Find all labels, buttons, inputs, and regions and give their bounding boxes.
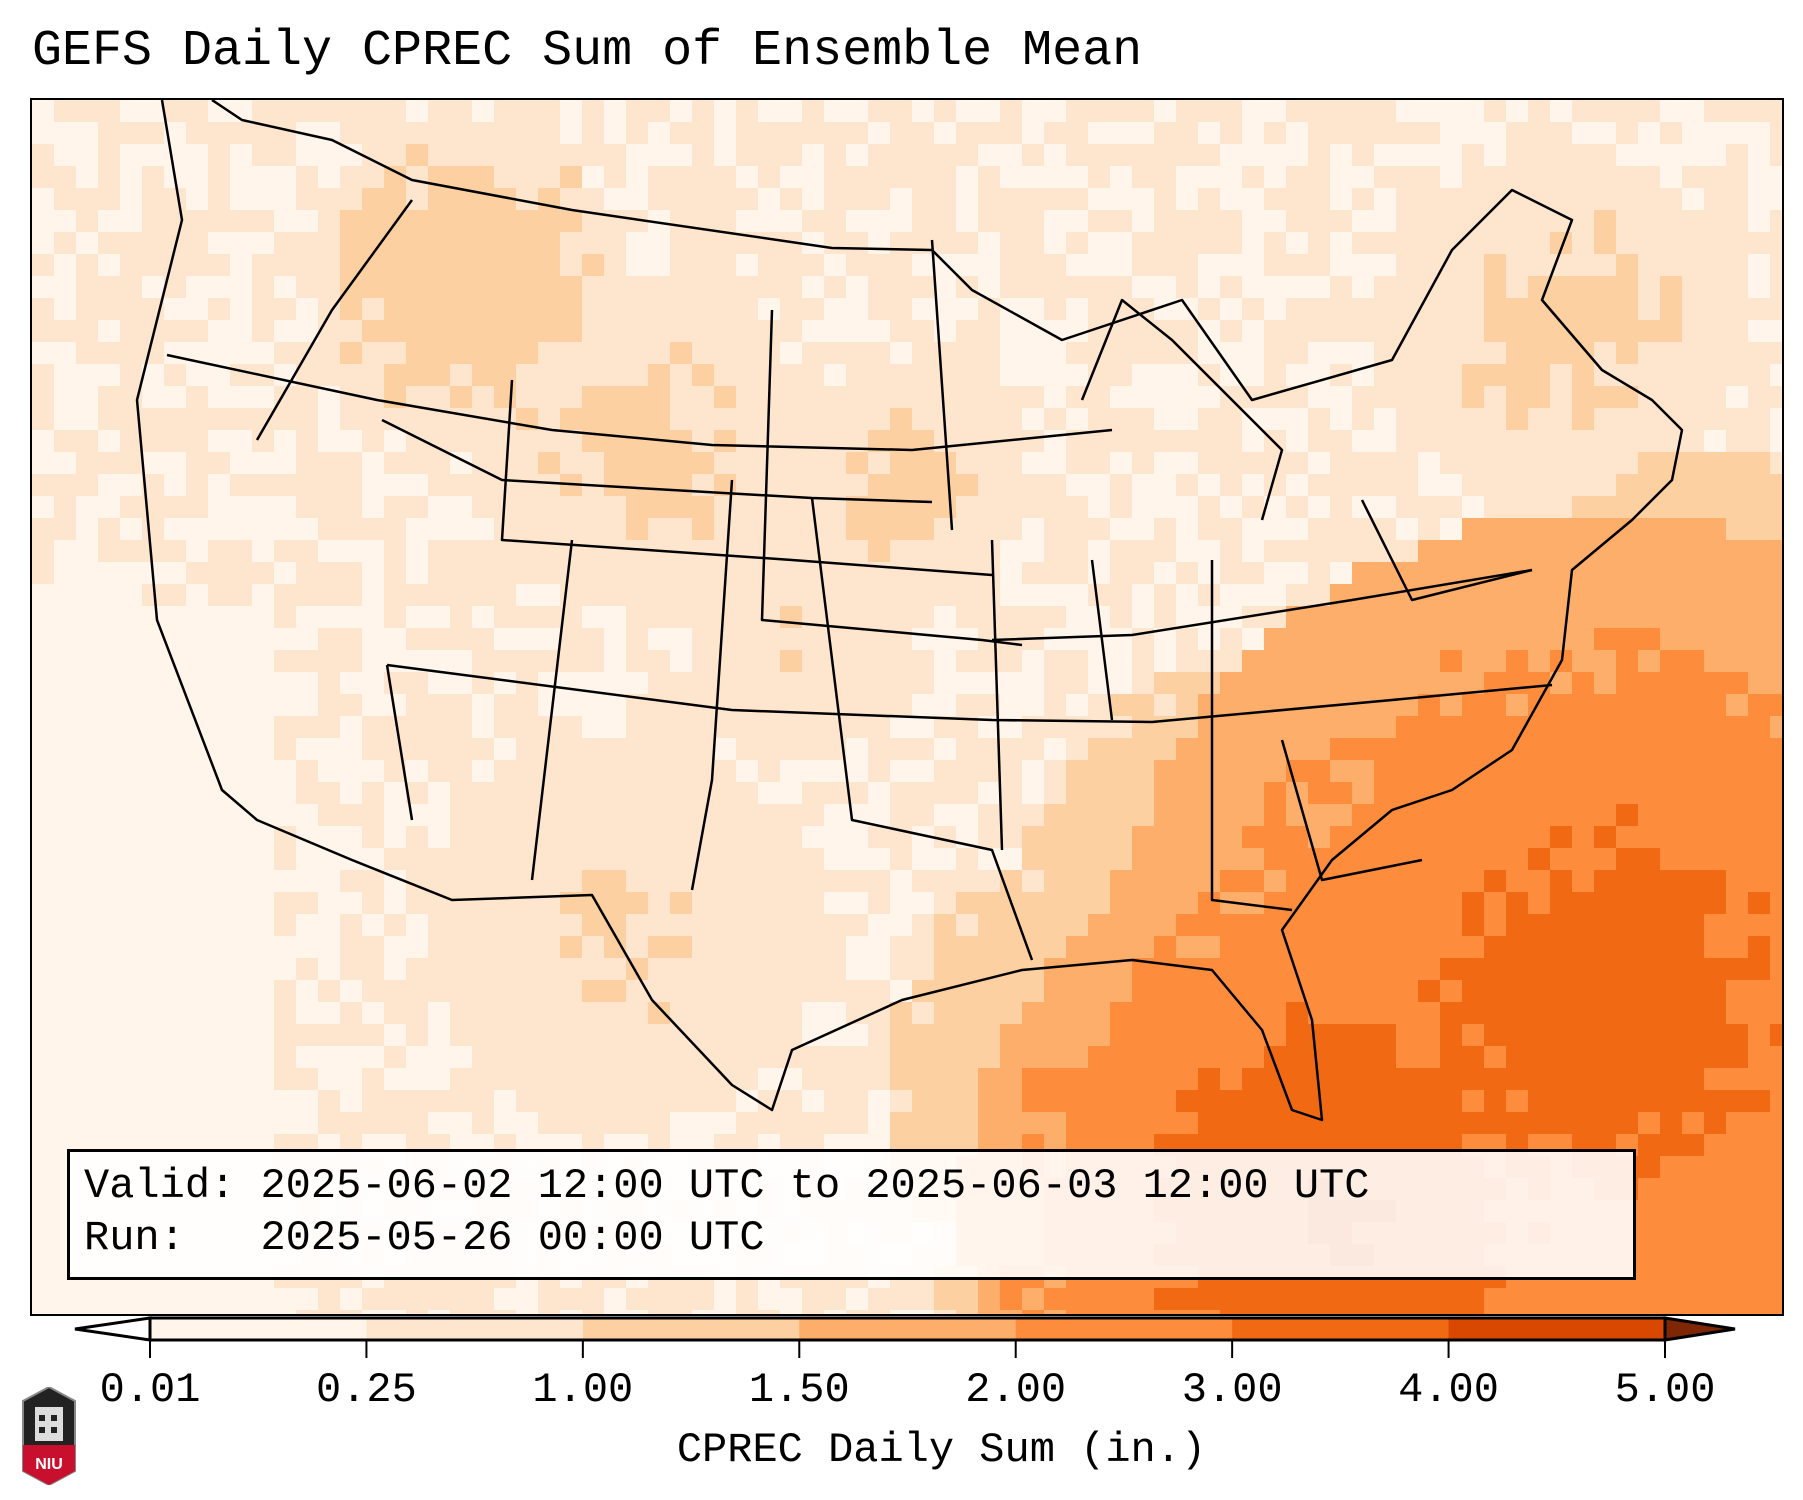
colorbar-tick-label: 4.00 [1398,1366,1499,1414]
colorbar-tick-label: 1.50 [748,1366,850,1414]
colorbar-bin [1232,1318,1450,1340]
colorbar-bin [1448,1318,1666,1340]
valid-time-range: 2025-06-02 12:00 UTC to 2025-06-03 12:00… [260,1162,1370,1210]
conus-outline [135,100,1684,1122]
colorbar-bin [582,1318,800,1340]
valid-run-info-box: Valid: 2025-06-02 12:00 UTC to 2025-06-0… [67,1149,1636,1280]
colorbar-bin [366,1318,584,1340]
colorbar-bin [150,1318,367,1340]
valid-label: Valid: [84,1162,236,1210]
precipitation-map [30,98,1784,1316]
colorbar-tick-label: 1.00 [532,1366,634,1414]
colorbar-under-extension [74,1316,152,1342]
colorbar-label: CPREC Daily Sum (in.) [676,1426,1207,1474]
run-time: 2025-05-26 00:00 UTC [260,1214,765,1262]
colorbar [74,1316,1736,1358]
niu-logo: NIU [22,1387,76,1485]
colorbar-tick-label: 5.00 [1614,1366,1716,1414]
colorbar-bin [1015,1318,1233,1340]
colorbar-tick-label: 3.00 [1181,1366,1283,1414]
svg-text:NIU: NIU [35,1456,63,1473]
colorbar-over-extension [1663,1316,1736,1342]
colorbar-bin [799,1318,1017,1340]
colorbar-tick-label: 0.01 [99,1366,201,1414]
colorbar-tick-label: 0.25 [316,1366,417,1414]
run-label: Run: [84,1214,185,1262]
map-title: GEFS Daily CPREC Sum of Ensemble Mean [32,23,1143,80]
state-boundaries [135,100,1684,1122]
colorbar-tick-label: 2.00 [965,1366,1067,1414]
